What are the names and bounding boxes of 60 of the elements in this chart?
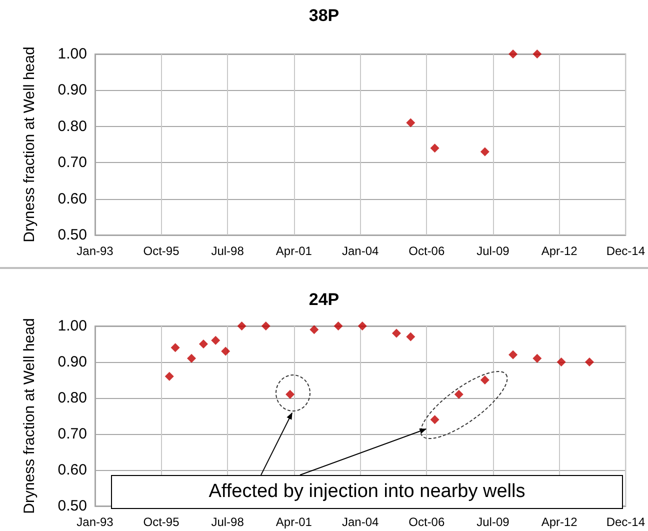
y-tick-label: 0.80 — [58, 118, 87, 135]
callout-box: Affected by injection into nearby wells — [111, 475, 623, 509]
y-axis-title: Dryness fraction at Well head — [21, 318, 38, 514]
y-tick-label: 0.90 — [58, 82, 87, 99]
chart-title: 38P — [308, 6, 340, 25]
y-tick-label: 0.50 — [58, 226, 87, 244]
point — [187, 354, 196, 363]
x-tick-label: Oct-95 — [143, 515, 180, 529]
point — [454, 390, 464, 399]
point — [358, 322, 367, 330]
point — [198, 340, 208, 348]
x-tick-label: Apr-12 — [541, 515, 578, 529]
point — [334, 322, 343, 330]
x-tick-label: Jan-93 — [76, 244, 114, 258]
x-tick-label: Apr-12 — [541, 244, 578, 258]
x-tick-label: Jan-04 — [342, 515, 379, 529]
point — [392, 328, 401, 338]
y-tick-label: 1.00 — [58, 46, 87, 62]
x-tick-label: Jul-98 — [211, 244, 244, 258]
x-tick-label: Jul-09 — [476, 515, 510, 529]
x-tick-label: Jan-04 — [342, 244, 379, 258]
x-tick-label: Apr-01 — [276, 244, 312, 258]
point — [261, 322, 270, 330]
chart-title: 24P — [308, 290, 340, 309]
x-tick-label: Oct-06 — [408, 515, 445, 529]
point — [211, 336, 220, 345]
point — [532, 354, 542, 363]
point — [221, 346, 230, 356]
y-tick-label: 0.90 — [58, 354, 87, 370]
y-tick-label: 0.70 — [58, 154, 87, 172]
x-tick-label: Oct-95 — [143, 244, 180, 258]
x-tick-label: Dec-14 — [606, 244, 646, 258]
x-tick-label: Dec-14 — [606, 515, 646, 529]
point — [430, 415, 440, 424]
point — [508, 350, 518, 360]
point — [532, 50, 542, 58]
y-tick-label: 0.60 — [58, 462, 87, 478]
point — [406, 118, 416, 128]
point — [310, 325, 319, 334]
x-tick-label: Jul-98 — [211, 515, 244, 529]
point — [584, 358, 594, 366]
x-tick-label: Oct-06 — [408, 244, 445, 258]
point — [164, 372, 174, 381]
x-tick-label: Jul-09 — [476, 244, 510, 258]
y-tick-label: 0.70 — [58, 426, 87, 442]
point — [406, 332, 416, 342]
x-tick-label: Apr-01 — [276, 515, 312, 529]
y-tick-label: 0.50 — [58, 498, 87, 514]
point — [170, 343, 180, 352]
y-axis-title: Dryness fraction at Well head — [21, 46, 38, 242]
point — [508, 50, 518, 58]
point — [430, 144, 440, 153]
point — [237, 322, 246, 330]
y-tick-label: 1.00 — [58, 318, 87, 334]
point — [556, 358, 566, 366]
point — [480, 376, 490, 384]
y-tick-label: 0.60 — [58, 190, 87, 208]
point — [480, 147, 490, 156]
x-tick-label: Jan-93 — [76, 515, 114, 529]
y-tick-label: 0.80 — [58, 390, 87, 406]
